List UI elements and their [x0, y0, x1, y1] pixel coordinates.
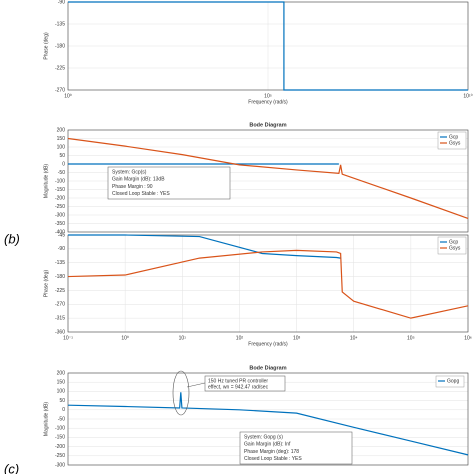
y-tick-label: -135 — [55, 260, 65, 266]
legend-box — [437, 236, 467, 255]
y-tick-label: -315 — [55, 315, 65, 321]
series-line — [67, 392, 469, 456]
y-axis-label: Phase (deg) — [43, 32, 49, 60]
plot-frame — [67, 129, 469, 233]
callout-text: effect, wn = 942.47 rad/sec — [208, 384, 269, 390]
x-tick-label: 10⁵ — [407, 335, 415, 341]
annotation-text: System: Gopg (s) — [244, 434, 283, 440]
legend-label: Gsys — [449, 245, 461, 251]
y-tick-label: -225 — [55, 288, 65, 294]
x-axis-label: Frequency (rad/s) — [248, 99, 288, 105]
series-line — [68, 1, 468, 91]
callout-ellipse — [172, 370, 190, 416]
panel-label: (c) — [4, 461, 19, 474]
y-tick-label: -150 — [55, 187, 65, 193]
y-tick-label: 0 — [62, 161, 65, 167]
series-line — [68, 234, 341, 259]
plot-frame — [67, 372, 469, 466]
y-tick-label: -50 — [58, 416, 65, 422]
series-line — [67, 137, 469, 219]
legend-label: Gsys — [449, 140, 461, 146]
y-tick-label: -45 — [58, 232, 65, 238]
x-axis-label: Frequency (rad/s) — [248, 341, 288, 347]
x-tick-label: 10⁰ — [64, 93, 72, 99]
y-tick-label: -270 — [55, 87, 65, 93]
x-tick-label: 10⁻¹ — [63, 335, 73, 341]
callout-box — [204, 375, 286, 392]
legend-label: Gcp — [449, 134, 458, 140]
annotation-text: Phase Margin (deg): 178 — [244, 449, 299, 455]
chart-title: Bode Diagram — [249, 365, 286, 371]
callout-arrow — [186, 382, 206, 388]
annotation-text: Gain Margin (dB): 13dB — [112, 177, 165, 183]
y-axis-label: Magnitude (dB) — [43, 164, 49, 199]
y-tick-label: -250 — [55, 453, 65, 459]
legend-label: Gcp — [449, 239, 458, 245]
plot-frame — [67, 234, 469, 333]
y-tick-label: -90 — [58, 246, 65, 252]
y-tick-label: -150 — [55, 435, 65, 441]
y-tick-label: 50 — [59, 398, 65, 404]
y-tick-label: -180 — [55, 43, 65, 49]
y-tick-label: -90 — [58, 0, 65, 5]
annotation-box — [107, 166, 231, 200]
y-tick-label: 0 — [62, 407, 65, 413]
x-tick-label: 10⁵ — [264, 93, 272, 99]
y-tick-label: -300 — [55, 212, 65, 218]
y-tick-label: -300 — [55, 462, 65, 468]
series-line — [67, 249, 469, 319]
annotation-text: Phase Margin : 90 — [112, 184, 153, 190]
y-tick-label: -225 — [55, 65, 65, 71]
annotation-box — [239, 431, 353, 465]
y-tick-label: -350 — [55, 221, 65, 227]
y-tick-label: -200 — [55, 444, 65, 450]
y-tick-label: -100 — [55, 178, 65, 184]
y-axis-label: Magnitude (dB) — [43, 402, 49, 437]
y-tick-label: -250 — [55, 204, 65, 210]
annotation-text: Gain Margin (dB): Inf — [244, 442, 291, 448]
y-tick-label: 100 — [57, 389, 66, 395]
y-tick-label: -270 — [55, 302, 65, 308]
chart-title: Bode Diagram — [249, 122, 286, 128]
y-tick-label: 200 — [57, 127, 66, 133]
y-tick-label: -100 — [55, 426, 65, 432]
x-tick-label: 10³ — [293, 335, 301, 341]
x-tick-label: 10¹ — [179, 335, 187, 341]
y-tick-label: -50 — [58, 170, 65, 176]
y-tick-label: -180 — [55, 274, 65, 280]
y-tick-label: -135 — [55, 21, 65, 27]
legend-box — [435, 375, 465, 388]
y-axis-label: Phase (deg) — [43, 270, 49, 298]
legend-box — [437, 131, 467, 150]
y-tick-label: 100 — [57, 144, 66, 150]
y-tick-label: 200 — [57, 370, 66, 376]
y-tick-label: -200 — [55, 195, 65, 201]
y-tick-label: -400 — [55, 229, 65, 235]
y-tick-label: 150 — [57, 136, 66, 142]
x-tick-label: 10⁴ — [350, 335, 358, 341]
annotation-text: System: Gcp(s) — [112, 169, 147, 175]
annotation-text: Closed Loop Stable : YES — [244, 456, 302, 462]
callout-text: 150 Hz tuned PR controller — [208, 378, 268, 384]
panel-label: (b) — [4, 231, 20, 246]
x-tick-label: 10⁶ — [464, 335, 472, 341]
x-tick-label: 10¹⁰ — [463, 93, 472, 99]
annotation-text: Closed Loop Stable : YES — [112, 191, 170, 197]
y-tick-label: 50 — [59, 153, 65, 159]
y-tick-label: -360 — [55, 329, 65, 335]
y-tick-label: 150 — [57, 380, 66, 386]
x-tick-label: 10² — [236, 335, 244, 341]
x-tick-label: 10⁰ — [121, 335, 129, 341]
legend-label: Gopg — [447, 378, 459, 384]
